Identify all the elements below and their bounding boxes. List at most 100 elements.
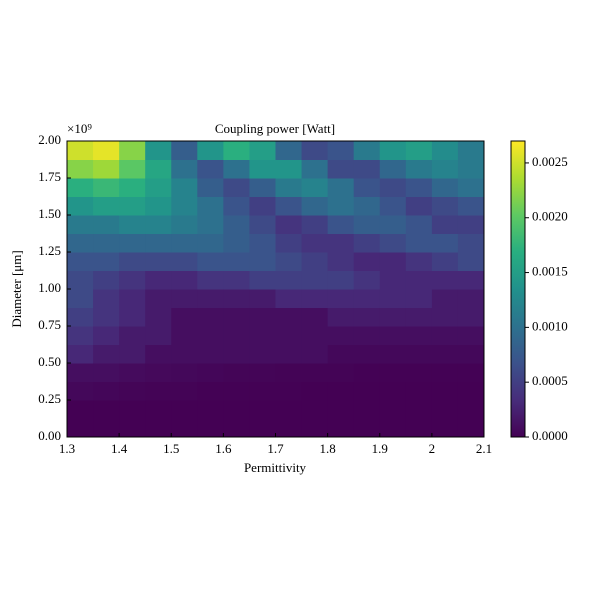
heatmap-cell xyxy=(67,215,94,234)
heatmap-cell xyxy=(93,289,120,308)
heatmap-cell xyxy=(379,270,407,290)
x-tick-label: 1.8 xyxy=(320,441,336,456)
heatmap-cell xyxy=(431,233,459,253)
heatmap-cell xyxy=(405,252,433,271)
heatmap-cell xyxy=(457,141,485,160)
heatmap-cell xyxy=(67,307,94,327)
heatmap-cell xyxy=(171,418,198,438)
heatmap-cell xyxy=(327,381,355,401)
heatmap-cell xyxy=(145,178,172,197)
heatmap-cell xyxy=(275,418,303,438)
heatmap-cell xyxy=(275,141,303,160)
heatmap-cell xyxy=(457,289,485,308)
heatmap-cell xyxy=(223,400,250,419)
heatmap-cell xyxy=(67,270,94,290)
heatmap-cell xyxy=(171,363,198,382)
heatmap-cell xyxy=(379,215,407,234)
heatmap-cell xyxy=(67,252,94,271)
heatmap-cell xyxy=(457,326,485,345)
heatmap-cell xyxy=(327,196,355,216)
heatmap-cell xyxy=(379,344,407,364)
heatmap-cell xyxy=(171,381,198,401)
heatmap-cell xyxy=(457,196,485,216)
heatmap-cell xyxy=(145,326,172,345)
heatmap-cell xyxy=(431,159,459,179)
heatmap-cell xyxy=(197,270,224,290)
heatmap-cell xyxy=(457,307,485,327)
x-tick-label: 1.6 xyxy=(215,441,232,456)
heatmap-cell xyxy=(93,381,120,401)
heatmap-cell xyxy=(301,233,329,253)
heatmap-cell xyxy=(353,344,381,364)
y-tick-label: 1.75 xyxy=(38,169,61,184)
x-tick-label: 2.1 xyxy=(476,441,492,456)
heatmap-cell xyxy=(457,418,485,438)
heatmap-cell xyxy=(93,141,120,160)
heatmap-cell xyxy=(327,418,355,438)
heatmap-cell xyxy=(145,196,172,216)
heatmap-cell xyxy=(301,215,329,234)
heatmap-cell xyxy=(457,400,485,419)
heatmap-cell xyxy=(249,233,276,253)
heatmap-cell xyxy=(93,307,120,327)
heatmap-cell xyxy=(353,289,381,308)
x-tick-label: 2 xyxy=(429,441,436,456)
heatmap-cell xyxy=(301,141,329,160)
heatmap-cell xyxy=(301,196,329,216)
heatmap-cell xyxy=(145,289,172,308)
heatmap-cell xyxy=(93,400,120,419)
heatmap-cell xyxy=(119,363,146,382)
heatmap-cell xyxy=(405,215,433,234)
heatmap-cell xyxy=(223,270,250,290)
heatmap-cell xyxy=(275,178,303,197)
heatmap-cell xyxy=(93,215,120,234)
y-tick-label: 2.00 xyxy=(38,132,61,147)
y-tick-label: 1.50 xyxy=(38,206,61,221)
heatmap-cell xyxy=(249,344,276,364)
heatmap-cell xyxy=(67,363,94,382)
heatmap-cell xyxy=(249,326,276,345)
heatmap-cell xyxy=(171,307,198,327)
heatmap-cell xyxy=(93,159,120,179)
heatmap-cell xyxy=(249,289,276,308)
x-tick-label: 1.4 xyxy=(111,441,128,456)
heatmap-cell xyxy=(197,178,224,197)
heatmap-cell xyxy=(145,307,172,327)
y-axis-label: Diameter [μm] xyxy=(9,250,24,327)
heatmap-cell xyxy=(119,233,146,253)
heatmap-cell xyxy=(67,159,94,179)
heatmap-cell xyxy=(457,178,485,197)
heatmap-cell xyxy=(119,418,146,438)
heatmap-cell xyxy=(249,381,276,401)
heatmap-cell xyxy=(171,270,198,290)
heatmap-cell xyxy=(379,252,407,271)
heatmap-cell xyxy=(119,159,146,179)
heatmap-cell xyxy=(327,400,355,419)
heatmap-cell xyxy=(145,400,172,419)
heatmap-cell xyxy=(353,307,381,327)
heatmap-cell xyxy=(249,196,276,216)
heatmap-cell xyxy=(119,270,146,290)
heatmap-cell xyxy=(249,159,276,179)
heatmap-cell xyxy=(275,400,303,419)
heatmap-cell xyxy=(353,326,381,345)
heatmap-cell xyxy=(327,326,355,345)
heatmap-cell xyxy=(67,141,94,160)
heatmap-cell xyxy=(223,196,250,216)
heatmap-cell xyxy=(353,215,381,234)
heatmap-cell xyxy=(197,196,224,216)
heatmap-cell xyxy=(379,178,407,197)
heatmap-cell xyxy=(67,381,94,401)
heatmap-cell xyxy=(379,307,407,327)
heatmap-cell xyxy=(197,233,224,253)
heatmap-cell xyxy=(457,159,485,179)
heatmap-cell xyxy=(457,344,485,364)
y-offset-label: ×10⁹ xyxy=(67,121,92,136)
heatmap-cell xyxy=(197,307,224,327)
heatmap-cell xyxy=(353,159,381,179)
colorbar-tick-label: 0.0015 xyxy=(532,264,568,279)
heatmap-cell xyxy=(197,252,224,271)
heatmap-cell xyxy=(301,363,329,382)
heatmap-cell xyxy=(145,141,172,160)
heatmap-cell xyxy=(223,344,250,364)
